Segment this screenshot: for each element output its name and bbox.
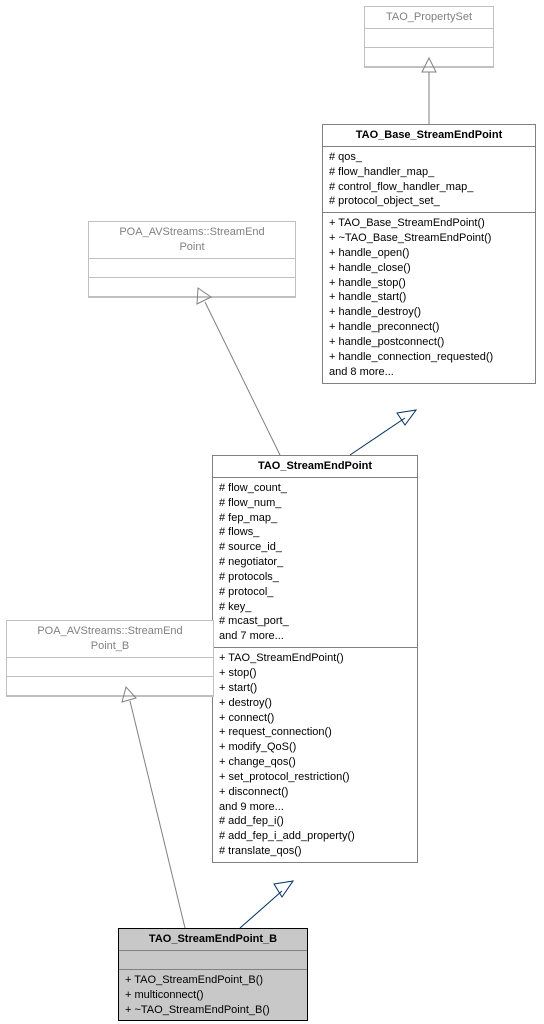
class-ops: + TAO_StreamEndPoint_B() + multiconnect(… [119,970,307,1021]
class-attrs: # qos_ # flow_handler_map_ # control_flo… [323,147,535,213]
class-tao-streamendpoint[interactable]: TAO_StreamEndPoint # flow_count_ # flow_… [212,455,418,863]
class-tao-propertyset[interactable]: TAO_PropertySet [364,6,494,68]
ops-empty [7,677,213,696]
inheritance-edge [130,701,185,928]
class-ops: + TAO_Base_StreamEndPoint() + ~TAO_Base_… [323,213,535,382]
class-title: POA_AVStreams::StreamEnd Point_B [7,621,213,658]
class-ops: + TAO_StreamEndPoint() + stop() + start(… [213,648,417,862]
ops-empty [89,278,295,297]
class-title: TAO_StreamEndPoint [213,456,417,478]
attrs-empty [7,658,213,677]
class-title: TAO_PropertySet [365,7,493,29]
class-tao-base-streamendpoint[interactable]: TAO_Base_StreamEndPoint # qos_ # flow_ha… [322,124,536,384]
class-poa-streamendpoint[interactable]: POA_AVStreams::StreamEnd Point [88,221,296,298]
class-tao-streamendpoint-b[interactable]: TAO_StreamEndPoint_B + TAO_StreamEndPoin… [118,928,308,1021]
class-title: TAO_Base_StreamEndPoint [323,125,535,147]
inheritance-edge [350,418,405,455]
class-poa-streamendpoint-b[interactable]: POA_AVStreams::StreamEnd Point_B [6,620,214,697]
inheritance-edge [205,302,280,455]
inheritance-edge [240,891,282,928]
inheritance-arrowhead [397,410,416,425]
class-attrs: # flow_count_ # flow_num_ # fep_map_ # f… [213,478,417,648]
inheritance-arrowhead [274,881,293,897]
attrs-empty [89,259,295,278]
class-title: TAO_StreamEndPoint_B [119,929,307,951]
class-title: POA_AVStreams::StreamEnd Point [89,222,295,259]
attrs-empty [119,951,307,970]
ops-empty [365,48,493,67]
attrs-empty [365,29,493,48]
